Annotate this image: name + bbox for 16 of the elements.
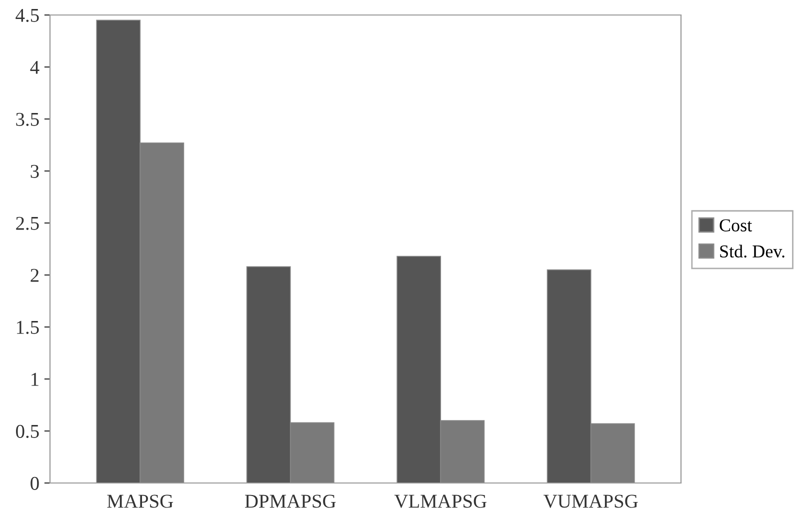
y-tick-label: 4.5 xyxy=(16,8,39,22)
y-tick-label: 2.5 xyxy=(16,216,39,230)
y-tick-label: 3 xyxy=(30,164,39,178)
x-tick-label: VLMAPSG xyxy=(394,494,486,508)
y-tick-label: 1 xyxy=(32,372,38,386)
y-tick-label: 1.5 xyxy=(16,320,39,334)
y-tick-label: 4 xyxy=(30,60,40,74)
y-tick-label: 0 xyxy=(30,476,39,490)
y-tick-label: 2 xyxy=(30,268,39,282)
y-tick-label: 0.5 xyxy=(16,424,39,438)
x-tick-label: MAPSG xyxy=(107,494,174,508)
legend-label: Std. Dev. xyxy=(720,244,784,258)
legend-label: Cost xyxy=(720,219,752,232)
x-tick-label: DPMAPSG xyxy=(245,494,336,508)
y-tick-label: 3.5 xyxy=(16,112,39,126)
x-tick-label: VUMAPSG xyxy=(544,494,638,508)
